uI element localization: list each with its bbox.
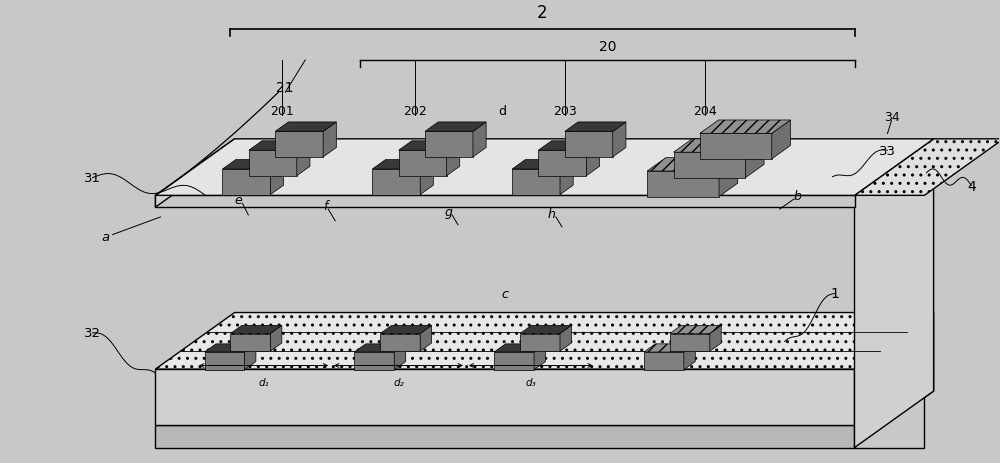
Polygon shape — [222, 169, 270, 195]
Polygon shape — [684, 344, 695, 370]
Text: 204: 204 — [693, 105, 717, 118]
Text: 2: 2 — [537, 4, 548, 22]
Text: d₂: d₂ — [393, 377, 404, 388]
Polygon shape — [710, 325, 721, 351]
Polygon shape — [155, 313, 934, 369]
Polygon shape — [249, 142, 310, 151]
Polygon shape — [719, 158, 738, 197]
Polygon shape — [644, 344, 695, 352]
Polygon shape — [674, 153, 745, 178]
Text: 31: 31 — [84, 172, 101, 185]
Polygon shape — [244, 344, 256, 370]
Polygon shape — [420, 160, 433, 195]
Text: 4: 4 — [967, 179, 976, 193]
Polygon shape — [399, 151, 447, 176]
Polygon shape — [855, 313, 934, 425]
Polygon shape — [647, 158, 738, 172]
Polygon shape — [473, 123, 486, 157]
Polygon shape — [494, 352, 534, 370]
Polygon shape — [855, 369, 934, 448]
Polygon shape — [560, 160, 573, 195]
Polygon shape — [205, 344, 256, 352]
Polygon shape — [420, 325, 432, 351]
Polygon shape — [565, 132, 613, 157]
Text: d₁: d₁ — [258, 377, 269, 388]
Polygon shape — [230, 334, 270, 351]
Text: 20: 20 — [599, 40, 616, 54]
Polygon shape — [586, 142, 600, 176]
Text: e: e — [234, 194, 242, 206]
Polygon shape — [447, 142, 460, 176]
Polygon shape — [425, 132, 473, 157]
Polygon shape — [512, 160, 573, 169]
Polygon shape — [745, 139, 764, 178]
Text: 33: 33 — [879, 144, 896, 157]
Polygon shape — [670, 325, 721, 334]
Text: 32: 32 — [84, 326, 101, 339]
Polygon shape — [270, 325, 282, 351]
Text: a: a — [101, 231, 110, 244]
Polygon shape — [560, 325, 571, 351]
Polygon shape — [644, 352, 684, 370]
Polygon shape — [520, 325, 571, 334]
Polygon shape — [538, 151, 586, 176]
Polygon shape — [565, 123, 626, 132]
Text: 21: 21 — [276, 81, 294, 95]
Polygon shape — [354, 344, 406, 352]
Polygon shape — [613, 123, 626, 157]
Polygon shape — [399, 142, 460, 151]
Text: 34: 34 — [884, 111, 899, 124]
Polygon shape — [155, 425, 855, 448]
Polygon shape — [297, 142, 310, 176]
Polygon shape — [855, 139, 1000, 196]
Polygon shape — [270, 160, 284, 195]
Polygon shape — [700, 121, 790, 134]
Polygon shape — [372, 169, 420, 195]
Polygon shape — [494, 344, 545, 352]
Text: h: h — [548, 207, 556, 220]
Polygon shape — [534, 344, 545, 370]
Polygon shape — [155, 139, 934, 196]
Polygon shape — [394, 344, 406, 370]
Text: 202: 202 — [403, 105, 427, 118]
Text: 203: 203 — [553, 105, 577, 118]
Text: d₃: d₃ — [525, 377, 536, 388]
Polygon shape — [520, 334, 560, 351]
Text: 1: 1 — [830, 287, 839, 301]
Polygon shape — [855, 196, 924, 448]
Polygon shape — [275, 123, 336, 132]
Polygon shape — [512, 169, 560, 195]
Polygon shape — [222, 160, 284, 169]
Polygon shape — [380, 334, 420, 351]
Polygon shape — [425, 123, 486, 132]
Polygon shape — [772, 121, 790, 159]
Polygon shape — [700, 134, 772, 159]
Polygon shape — [380, 325, 432, 334]
Polygon shape — [275, 132, 323, 157]
Polygon shape — [155, 369, 855, 425]
Polygon shape — [538, 142, 600, 151]
Polygon shape — [155, 196, 855, 208]
Polygon shape — [155, 139, 235, 208]
Polygon shape — [205, 352, 244, 370]
Text: 201: 201 — [270, 105, 294, 118]
Text: g: g — [444, 205, 452, 218]
Text: d: d — [498, 105, 506, 118]
Polygon shape — [670, 334, 710, 351]
Polygon shape — [230, 325, 282, 334]
Polygon shape — [323, 123, 336, 157]
Text: b: b — [794, 189, 802, 202]
Polygon shape — [674, 139, 764, 153]
Text: c: c — [502, 288, 508, 300]
Text: f: f — [323, 199, 327, 212]
Polygon shape — [647, 172, 719, 197]
Polygon shape — [855, 139, 934, 448]
Polygon shape — [372, 160, 433, 169]
Polygon shape — [249, 151, 297, 176]
Polygon shape — [354, 352, 394, 370]
Polygon shape — [155, 369, 934, 425]
